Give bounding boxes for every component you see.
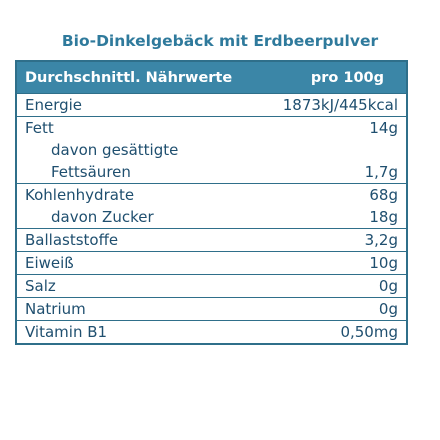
row-eiweiss: Eiweiß 10g: [17, 252, 406, 274]
row-value: 1873kJ/445kcal: [282, 96, 398, 114]
row-label: Energie: [25, 96, 83, 114]
row-value: 10g: [369, 254, 398, 272]
row-salz: Salz 0g: [17, 275, 406, 297]
row-zucker: davon Zucker 18g: [17, 206, 406, 228]
row-vitamin-b1: Vitamin B1 0,50mg: [17, 321, 406, 343]
table-header: Durchschnittl. Nährwerte pro 100g: [17, 62, 406, 93]
row-label: davon Zucker: [51, 208, 154, 226]
group-protein: Eiweiß 10g: [17, 251, 406, 274]
row-kohlenhydrate: Kohlenhydrate 68g: [17, 184, 406, 206]
row-value: 0,50mg: [340, 323, 398, 341]
row-label: Kohlenhydrate: [25, 186, 135, 204]
product-title: Bio-Dinkelgebäck mit Erdbeerpulver: [61, 32, 379, 50]
group-sodium: Natrium 0g: [17, 297, 406, 320]
row-value: 68g: [369, 186, 398, 204]
row-value: 18g: [369, 208, 398, 226]
row-label: Salz: [25, 277, 56, 295]
group-fiber: Ballaststoffe 3,2g: [17, 228, 406, 251]
row-natrium: Natrium 0g: [17, 298, 406, 320]
row-energie: Energie 1873kJ/445kcal: [17, 94, 406, 116]
group-salt: Salz 0g: [17, 274, 406, 297]
group-vitamin: Vitamin B1 0,50mg: [17, 320, 406, 343]
row-value: 0g: [378, 300, 398, 318]
row-label: davon gesättigte Fettsäuren: [51, 141, 179, 181]
row-label: Ballaststoffe: [25, 231, 119, 249]
row-value: 1,7g: [364, 163, 398, 181]
row-value: 14g: [369, 119, 398, 137]
row-label: Natrium: [25, 300, 86, 318]
row-label: Vitamin B1: [25, 323, 108, 341]
group-energy: Energie 1873kJ/445kcal: [17, 93, 406, 116]
row-label: Eiweiß: [25, 254, 74, 272]
nutrition-table: Durchschnittl. Nährwerte pro 100g Energi…: [15, 60, 408, 345]
row-ballaststoffe: Ballaststoffe 3,2g: [17, 229, 406, 251]
group-fat: Fett 14g davon gesättigte Fettsäuren 1,7…: [17, 116, 406, 183]
row-label: Fett: [25, 119, 54, 137]
header-value: pro 100g: [310, 69, 384, 86]
row-fett: Fett 14g: [17, 117, 406, 139]
group-carbs: Kohlenhydrate 68g davon Zucker 18g: [17, 183, 406, 228]
header-label: Durchschnittl. Nährwerte: [25, 69, 233, 86]
row-value: 3,2g: [364, 231, 398, 249]
row-value: 0g: [378, 277, 398, 295]
row-saturated-fat: davon gesättigte Fettsäuren 1,7g: [17, 139, 406, 183]
